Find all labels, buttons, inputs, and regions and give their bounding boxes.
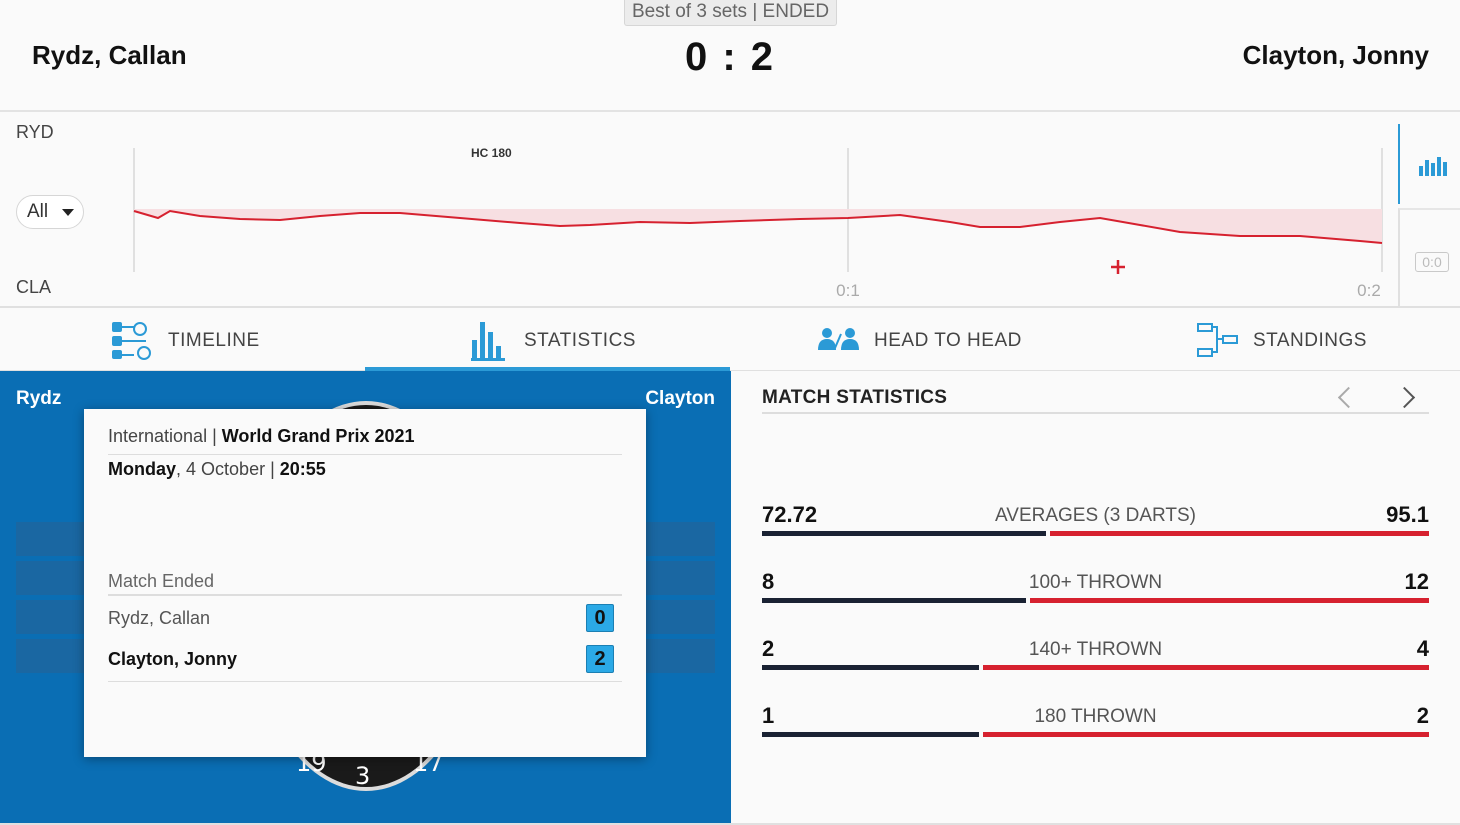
tab-bar: TIMELINE STATISTICS HEAD TO HEAD <box>0 308 1460 372</box>
match-datetime: Monday, 4 October | 20:55 <box>108 459 326 479</box>
stat-row: 8 100+ THROWN 12 <box>762 569 1429 609</box>
board-number: 3 <box>355 762 371 790</box>
stat-label: AVERAGES (3 DARTS) <box>995 505 1196 526</box>
stat-bar-left <box>762 732 979 737</box>
tab-statistics-label: STATISTICS <box>524 330 636 351</box>
panel-player-right: Clayton <box>645 388 715 409</box>
player-bottom-abbr: CLA <box>16 277 52 297</box>
timeline-icon <box>112 322 151 360</box>
stat-row: 2 140+ THROWN 4 <box>762 636 1429 676</box>
tournament-name: World Grand Prix 2021 <box>221 426 415 446</box>
chevron-left-icon[interactable] <box>1332 383 1356 411</box>
card-player-score: 0 <box>586 604 614 632</box>
bar-chart-icon-bar <box>1443 162 1447 176</box>
match-day: Monday <box>108 459 177 479</box>
stat-bar-left <box>762 598 1026 603</box>
stat-bar-right <box>1050 531 1429 536</box>
match-score: 0 : 2 <box>684 35 776 79</box>
stat-left-value: 72.72 <box>762 502 818 527</box>
tab-timeline[interactable]: TIMELINE <box>0 308 365 371</box>
tab-timeline-label: TIMELINE <box>168 330 260 351</box>
set-marker-label-2: 0:2 <box>1357 281 1381 300</box>
player-left-name: Rydz, Callan <box>32 40 187 70</box>
stat-right-value: 95.1 <box>1386 502 1429 527</box>
tab-statistics[interactable]: STATISTICS <box>365 308 730 372</box>
bar-chart-icon-bar <box>1437 157 1441 176</box>
card-player-name: Clayton, Jonny <box>108 649 238 669</box>
match-header: Best of 3 sets | ENDED Rydz, Callan 0 : … <box>0 0 1460 112</box>
bar-chart-icon-bar <box>1425 160 1429 176</box>
stat-right-value: 2 <box>1416 703 1429 728</box>
momentum-line <box>133 209 1383 244</box>
card-player-score: 2 <box>586 645 614 673</box>
momentum-graph: HC 180 0:1 0:2 <box>133 146 1383 300</box>
momentum-area <box>134 209 1382 243</box>
match-status: Match Ended <box>108 571 622 596</box>
match-format-badge: Best of 3 sets | ENDED <box>624 0 837 26</box>
player-right-name: Clayton, Jonny <box>1242 40 1429 70</box>
match-statistics-title: MATCH STATISTICS <box>762 387 948 408</box>
match-info-card: International | World Grand Prix 2021 Mo… <box>84 409 646 757</box>
chevron-right-icon[interactable] <box>1394 383 1418 411</box>
stat-left-value: 2 <box>762 636 775 661</box>
stat-left-value: 1 <box>762 703 775 728</box>
stat-bar-left <box>762 531 1046 536</box>
tournament-category: International <box>108 426 208 446</box>
tab-head-to-head[interactable]: HEAD TO HEAD <box>730 308 1095 371</box>
match-date: 4 October <box>186 459 266 479</box>
set-filter-value: All <box>27 201 49 222</box>
player-top-abbr: RYD <box>16 122 54 142</box>
set-filter-select[interactable]: All <box>16 195 84 229</box>
stat-bar-left <box>762 665 979 670</box>
stat-bar-right <box>1030 598 1429 603</box>
tab-standings[interactable]: STANDINGS <box>1095 308 1460 371</box>
stat-row: 72.72 AVERAGES (3 DARTS) 95.1 <box>762 502 1429 542</box>
bar-chart-toggle[interactable] <box>1398 124 1460 204</box>
bar-chart-icon-bar <box>1431 163 1435 176</box>
card-player-name: Rydz, Callan <box>108 608 211 628</box>
mini-score: 0:0 <box>1415 252 1449 272</box>
momentum-chart: RYD CLA All HC 180 0:1 0:2 0:0 <box>0 112 1460 308</box>
tab-head-to-head-label: HEAD TO HEAD <box>874 330 1022 351</box>
mini-score-panel: 0:0 <box>1398 208 1460 308</box>
head-to-head-icon <box>818 328 859 350</box>
event-badge-hc[interactable]: HC 180 <box>471 146 512 160</box>
statistics-icon <box>471 322 505 361</box>
set-marker-label-1: 0:1 <box>836 281 860 300</box>
caret-down-icon <box>62 209 74 216</box>
stat-label: 180 THROWN <box>1034 706 1157 727</box>
stat-label: 140+ THROWN <box>1028 639 1163 660</box>
bar-chart-icon <box>1419 166 1423 176</box>
match-time: 20:55 <box>279 459 326 479</box>
stat-right-value: 12 <box>1404 569 1429 594</box>
stat-row: 1 180 THROWN 2 <box>762 703 1429 743</box>
stat-right-value: 4 <box>1416 636 1429 661</box>
tab-standings-label: STANDINGS <box>1253 330 1367 351</box>
card-player-row: Clayton, Jonny 2 <box>108 640 622 682</box>
card-player-row: Rydz, Callan 0 <box>108 599 622 639</box>
tournament-line: International | World Grand Prix 2021 <box>108 426 622 455</box>
match-statistics-panel: MATCH STATISTICS 72.72 AVERAGES (3 DARTS… <box>731 371 1460 825</box>
panel-player-left: Rydz <box>16 388 62 409</box>
statistics-divider <box>762 412 1429 414</box>
stat-left-value: 8 <box>762 569 775 594</box>
stat-bar-right <box>983 665 1429 670</box>
bottom-divider <box>0 823 1460 825</box>
standings-icon <box>1197 323 1238 357</box>
stat-bar-right <box>983 732 1429 737</box>
stat-label: 100+ THROWN <box>1028 572 1163 593</box>
